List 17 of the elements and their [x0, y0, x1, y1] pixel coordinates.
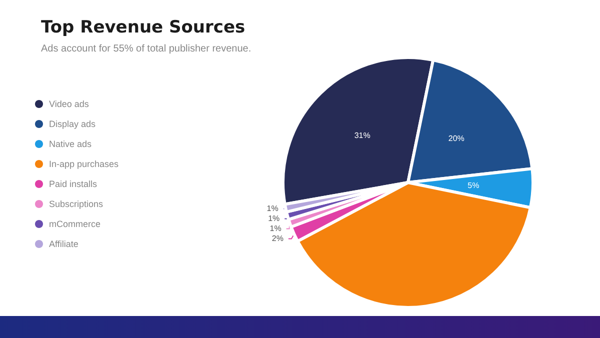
legend-label: Subscriptions	[49, 199, 104, 209]
data-label: 2%	[272, 234, 284, 244]
legend-label: Display ads	[49, 119, 96, 129]
data-label: 20%	[448, 134, 464, 143]
data-label: 31%	[354, 131, 370, 140]
data-label: 1%	[270, 224, 282, 234]
legend-label: Native ads	[49, 139, 92, 149]
legend-label: Video ads	[49, 99, 90, 109]
data-label: 5%	[468, 180, 480, 190]
data-label: 1%	[266, 204, 278, 214]
legend-label: mCommerce	[49, 219, 101, 229]
legend-label: In-app purchases	[49, 159, 120, 169]
legend-label: Affiliate	[49, 239, 78, 249]
legend-label: Paid installs	[49, 179, 98, 189]
chart-title: Top Revenue Sources	[41, 18, 246, 38]
data-label: 1%	[268, 214, 280, 224]
chart-subtitle: Ads account for 55% of total publisher revenue.	[41, 44, 252, 54]
